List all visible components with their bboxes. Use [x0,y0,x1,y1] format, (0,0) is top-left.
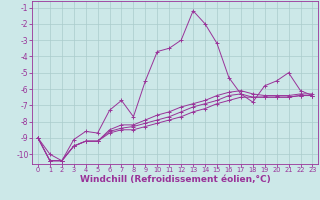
X-axis label: Windchill (Refroidissement éolien,°C): Windchill (Refroidissement éolien,°C) [80,175,271,184]
